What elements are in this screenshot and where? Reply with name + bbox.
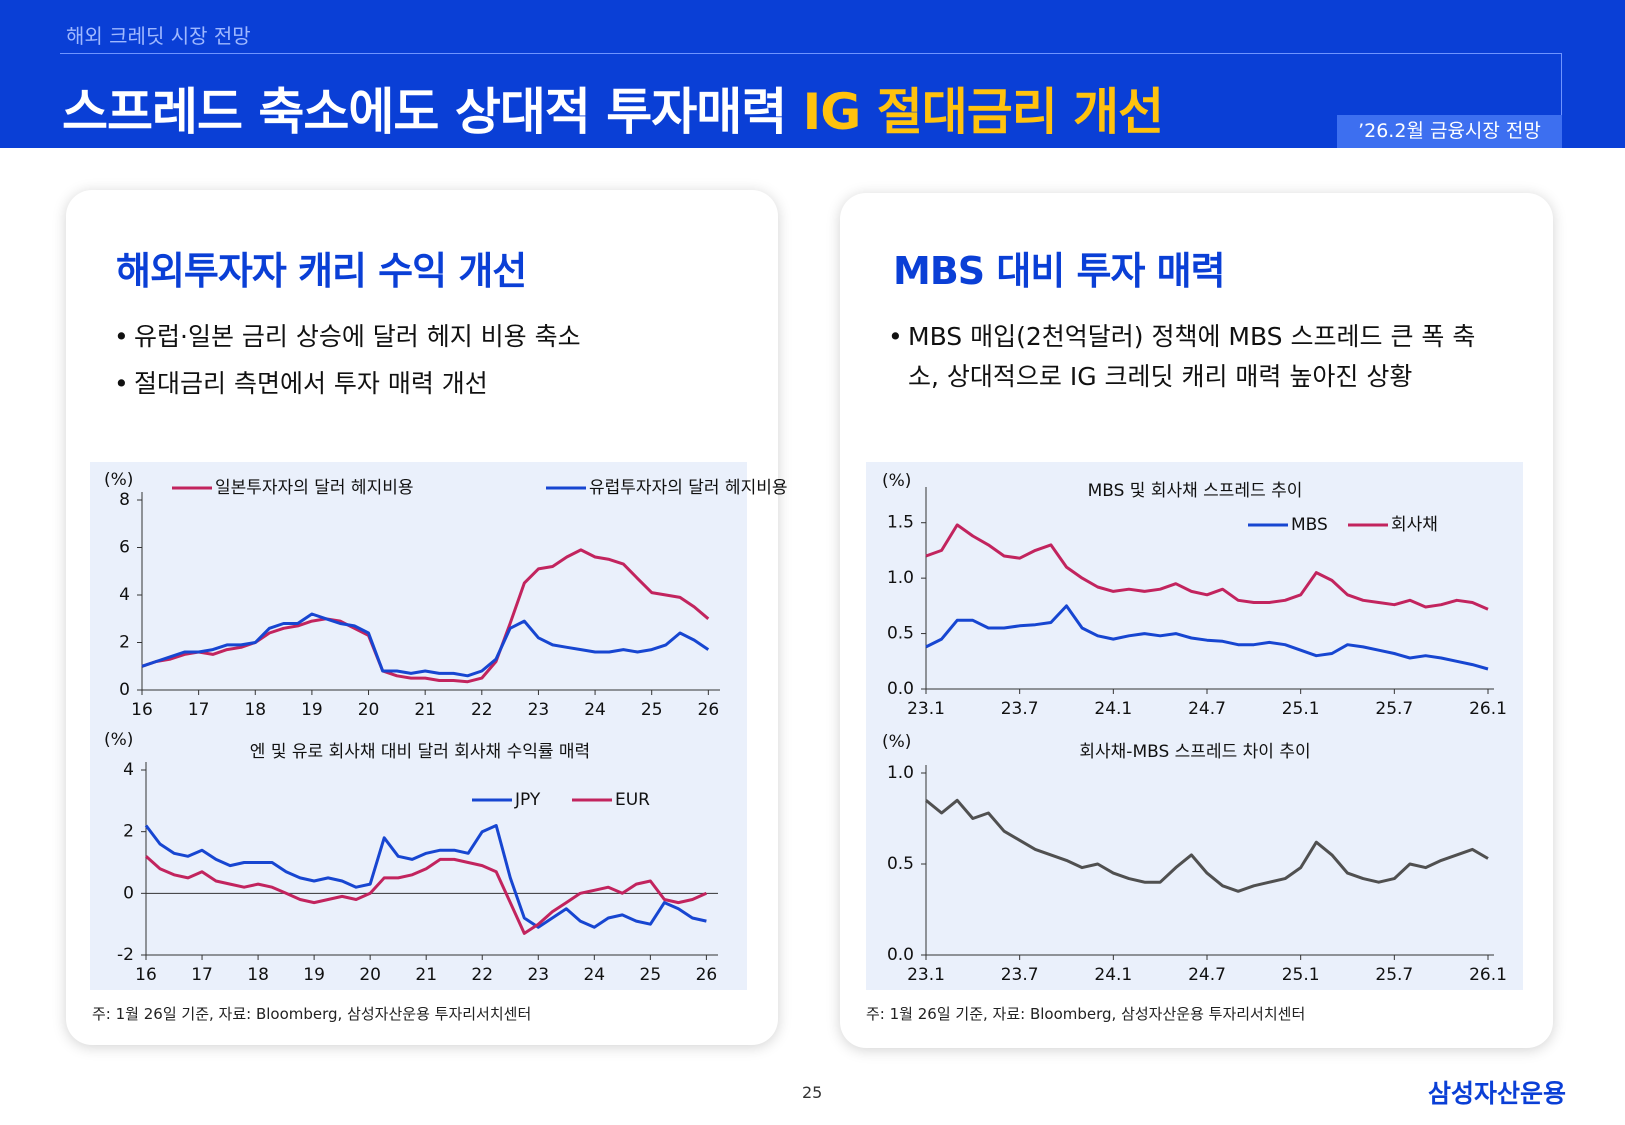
title-main: 스프레드 축소에도 상대적 투자매력	[62, 83, 787, 141]
series-line	[141, 548, 710, 684]
series-line	[925, 798, 1489, 893]
badge: ’26.2월 금융시장 전망	[1337, 115, 1562, 148]
x-tick-label: 26	[696, 965, 718, 985]
y-tick-label: 2	[119, 633, 130, 653]
bullet-list: 유럽·일본 금리 상승에 달러 헤지 비용 축소 절대금리 측면에서 투자 매력…	[114, 317, 754, 404]
series-line	[141, 612, 710, 678]
y-tick-label: 6	[119, 538, 130, 558]
x-tick-label: 24	[583, 965, 605, 985]
x-tick-label: 24.7	[1188, 699, 1226, 719]
x-tick-label: 23.1	[907, 699, 945, 719]
x-tick-label: 23.1	[907, 965, 945, 985]
series-line	[925, 604, 1489, 671]
x-tick-label: 24.1	[1094, 699, 1132, 719]
x-tick-label: 26.1	[1469, 965, 1507, 985]
x-tick-label: 23	[527, 965, 549, 985]
logo: 삼성자산운용	[1428, 1079, 1567, 1108]
bullet: 유럽·일본 금리 상승에 달러 헤지 비용 축소	[114, 317, 754, 357]
kicker: 해외 크레딧 시장 전망	[66, 24, 251, 48]
y-tick-label: 4	[123, 760, 134, 780]
x-tick-label: 17	[191, 965, 213, 985]
x-tick-label: 22	[471, 700, 493, 720]
legend-label: 회사채	[1391, 515, 1438, 535]
x-tick-label: 25.7	[1375, 965, 1413, 985]
x-tick-label: 26	[698, 700, 720, 720]
x-tick-label: 23.7	[1001, 699, 1039, 719]
x-tick-label: 24.1	[1094, 965, 1132, 985]
y-tick-label: 1.5	[887, 513, 914, 533]
unit-label: (%)	[104, 470, 133, 490]
title-highlight: IG 절대금리 개선	[802, 83, 1164, 141]
legend-label: EUR	[615, 790, 650, 810]
footnote: 주: 1월 26일 기준, 자료: Bloomberg, 삼성자산운용 투자리서…	[92, 1005, 532, 1023]
y-tick-label: 1.0	[887, 568, 914, 588]
x-tick-label: 25.7	[1375, 699, 1413, 719]
page-title: 스프레드 축소에도 상대적 투자매력 IG 절대금리 개선	[62, 72, 1164, 144]
x-tick-label: 23.7	[1001, 965, 1039, 985]
chart-panel	[866, 462, 1523, 990]
card-title: 해외투자자 캐리 수익 개선	[116, 249, 527, 293]
x-tick-label: 21	[414, 700, 436, 720]
x-tick-label: 18	[244, 700, 266, 720]
series-line	[145, 855, 708, 935]
unit-label: (%)	[882, 471, 911, 491]
x-tick-label: 25	[640, 965, 662, 985]
x-tick-label: 19	[303, 965, 325, 985]
unit-label: (%)	[882, 732, 911, 752]
x-tick-label: 16	[135, 965, 157, 985]
chart-title: 엔 및 유로 회사채 대비 달러 회사채 수익률 매력	[250, 742, 590, 762]
y-tick-label: 2	[123, 822, 134, 842]
x-tick-label: 25	[641, 700, 663, 720]
y-tick-label: 1.0	[887, 763, 914, 783]
x-tick-label: 17	[188, 700, 210, 720]
legend-label: 유럽투자자의 달러 헤지비용	[589, 478, 788, 498]
x-tick-label: 25.1	[1282, 965, 1320, 985]
y-tick-label: 0.5	[887, 854, 914, 874]
header-frame	[60, 53, 1562, 116]
x-tick-label: 25.1	[1282, 699, 1320, 719]
card-title: MBS 대비 투자 매력	[893, 249, 1226, 293]
chart-panel	[90, 462, 747, 990]
y-tick-label: -2	[117, 945, 134, 965]
legend-label: JPY	[514, 790, 541, 810]
x-tick-label: 22	[471, 965, 493, 985]
y-tick-label: 0.0	[887, 945, 914, 965]
page-number: 25	[802, 1083, 823, 1102]
chart-title: MBS 및 회사채 스프레드 추이	[1088, 481, 1303, 501]
x-tick-label: 26.1	[1469, 699, 1507, 719]
x-tick-label: 21	[415, 965, 437, 985]
y-tick-label: 0.0	[887, 679, 914, 699]
y-tick-label: 4	[119, 585, 130, 605]
bullet: 절대금리 측면에서 투자 매력 개선	[114, 364, 754, 404]
x-tick-label: 23	[528, 700, 550, 720]
y-tick-label: 0	[119, 680, 130, 700]
y-tick-label: 8	[119, 490, 130, 510]
x-tick-label: 24.7	[1188, 965, 1226, 985]
unit-label: (%)	[104, 730, 133, 750]
x-tick-label: 19	[301, 700, 323, 720]
bullet: MBS 매입(2천억달러) 정책에 MBS 스프레드 큰 폭 축소, 상대적으로…	[888, 317, 1483, 397]
x-tick-label: 18	[247, 965, 269, 985]
x-tick-label: 16	[131, 700, 153, 720]
x-tick-label: 20	[358, 700, 380, 720]
x-tick-label: 20	[359, 965, 381, 985]
series-line	[925, 523, 1489, 611]
y-tick-label: 0.5	[887, 624, 914, 644]
legend-label: 일본투자자의 달러 헤지비용	[215, 478, 414, 498]
bullet-list: MBS 매입(2천억달러) 정책에 MBS 스프레드 큰 폭 축소, 상대적으로…	[888, 317, 1483, 397]
x-tick-label: 24	[584, 700, 606, 720]
legend-label: MBS	[1291, 515, 1328, 535]
y-tick-label: 0	[123, 883, 134, 903]
series-line	[144, 824, 707, 929]
footnote: 주: 1월 26일 기준, 자료: Bloomberg, 삼성자산운용 투자리서…	[866, 1005, 1306, 1023]
chart-title: 회사채-MBS 스프레드 차이 추이	[1079, 742, 1310, 762]
